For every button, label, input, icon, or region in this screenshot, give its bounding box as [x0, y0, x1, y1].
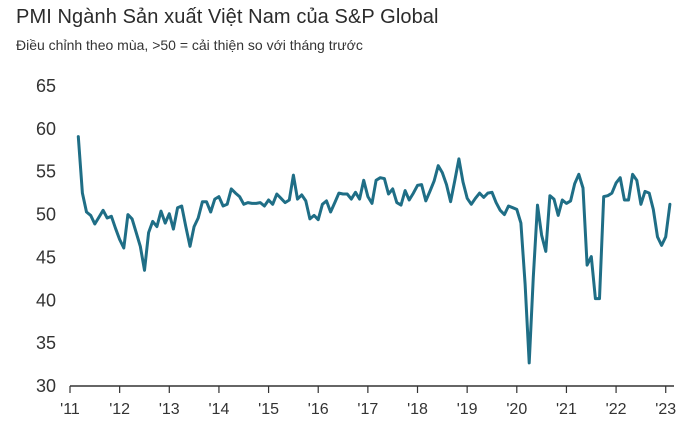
x-tick-label: '13 [159, 401, 180, 418]
x-tick-label: '19 [457, 401, 478, 418]
y-tick-label: 65 [36, 76, 56, 96]
y-tick-label: 40 [36, 290, 56, 310]
x-tick-label: '20 [506, 401, 527, 418]
x-axis: '11 '12 '13 '14 '15 '16 '17 '18 '19 '20 '21 '22 '23 [60, 385, 676, 418]
y-tick-label: 35 [36, 333, 56, 353]
y-tick-label: 60 [36, 119, 56, 139]
chart-subtitle: Điều chỉnh theo mùa, >50 = cải thiện so … [16, 37, 363, 53]
x-tick-label: '14 [209, 401, 230, 418]
y-tick-label: 50 [36, 205, 56, 225]
y-tick-label: 30 [36, 376, 56, 396]
y-axis: 30 35 40 45 50 55 60 65 [36, 76, 56, 396]
y-tick-label: 55 [36, 162, 56, 182]
x-tick-label: '22 [606, 401, 627, 418]
x-tick-label: '21 [556, 401, 577, 418]
y-tick-label: 45 [36, 247, 56, 267]
x-tick-label: '12 [109, 401, 130, 418]
x-tick-label: '11 [60, 401, 80, 418]
series-group [76, 135, 672, 365]
x-tick-label: '23 [655, 401, 676, 418]
pmi-series-line [76, 135, 672, 365]
x-tick-label: '18 [407, 401, 428, 418]
x-tick-label: '16 [308, 401, 329, 418]
chart-title: PMI Ngành Sản xuất Việt Nam của S&P Glob… [16, 6, 439, 28]
x-tick-label: '15 [258, 401, 279, 418]
x-tick-label: '17 [357, 401, 378, 418]
